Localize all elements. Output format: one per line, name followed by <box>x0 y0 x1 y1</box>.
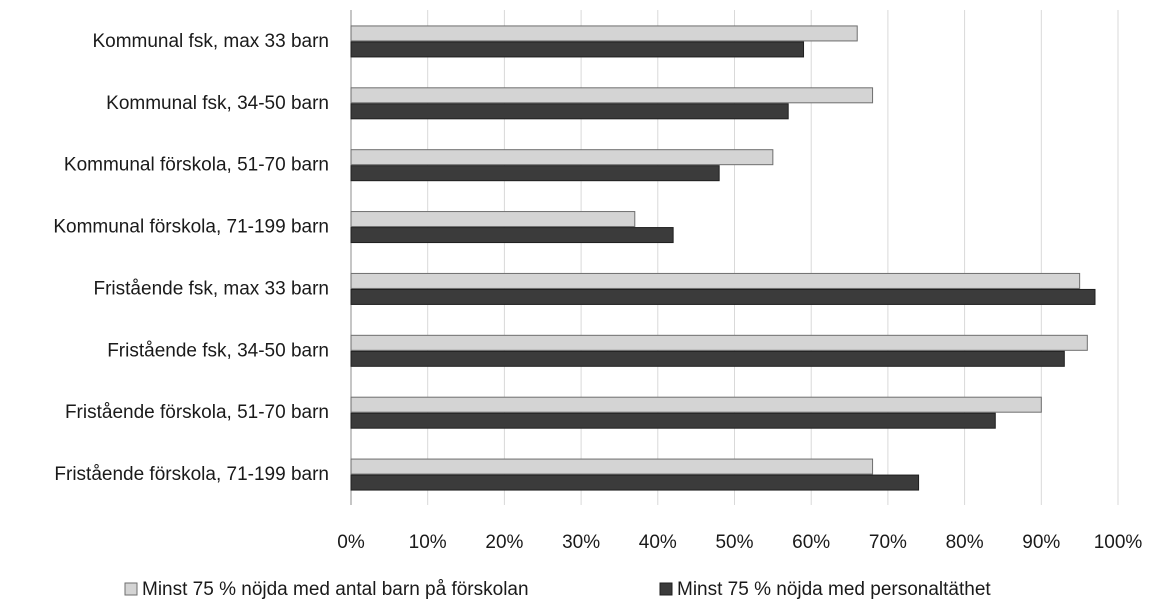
bar-personaltathet <box>350 288 1096 305</box>
bar-antal-barn <box>350 149 774 166</box>
category-labels: Kommunal fsk, max 33 barn Kommunal fsk, 3… <box>53 31 329 485</box>
x-axis-tick-labels: 0% 10% 20% 30% 40% 50% 60% 70% 80% 90% 100% <box>337 532 1142 553</box>
category-label: Kommunal förskola, 71-199 barn <box>53 217 329 238</box>
x-tick-label: 90% <box>1022 532 1060 553</box>
bar-antal-barn <box>350 396 1042 413</box>
x-tick-label: 50% <box>715 532 753 553</box>
category-label: Kommunal förskola, 51-70 barn <box>64 155 329 176</box>
bar-personaltathet <box>350 41 805 58</box>
bar-personaltathet <box>350 350 1065 367</box>
x-tick-label: 70% <box>869 532 907 553</box>
bar-personaltathet <box>350 227 674 244</box>
bar-antal-barn <box>350 272 1081 289</box>
bar-antal-barn <box>350 334 1088 351</box>
x-tick-label: 60% <box>792 532 830 553</box>
category-label: Fristående fsk, 34-50 barn <box>107 340 329 361</box>
category-label: Fristående förskola, 71-199 barn <box>54 464 329 485</box>
bar-antal-barn <box>350 87 874 104</box>
bar-antal-barn <box>350 458 874 475</box>
legend-swatch <box>659 582 673 596</box>
x-tick-label: 30% <box>562 532 600 553</box>
category-label: Fristående förskola, 51-70 barn <box>65 402 329 423</box>
legend-swatch <box>124 582 138 596</box>
bar-antal-barn <box>350 211 636 228</box>
category-label: Kommunal fsk, max 33 barn <box>92 31 329 52</box>
bar-personaltathet <box>350 103 789 120</box>
category-label: Fristående fsk, max 33 barn <box>94 278 330 299</box>
bar-personaltathet <box>350 165 720 182</box>
bar-personaltathet <box>350 474 920 491</box>
bar-antal-barn <box>350 25 858 42</box>
legend: Minst 75 % nöjda med antal barn på försk… <box>124 579 991 600</box>
bars <box>350 25 1096 491</box>
legend-label: Minst 75 % nöjda med antal barn på försk… <box>142 579 529 600</box>
gridlines <box>350 10 1119 505</box>
category-label: Kommunal fsk, 34-50 barn <box>106 93 329 114</box>
x-tick-label: 80% <box>946 532 984 553</box>
x-tick-label: 20% <box>485 532 523 553</box>
x-tick-label: 40% <box>639 532 677 553</box>
x-tick-label: 100% <box>1094 532 1143 553</box>
x-tick-label: 0% <box>337 532 365 553</box>
x-tick-label: 10% <box>409 532 447 553</box>
legend-label: Minst 75 % nöjda med personaltäthet <box>677 579 991 600</box>
bar-personaltathet <box>350 412 996 429</box>
